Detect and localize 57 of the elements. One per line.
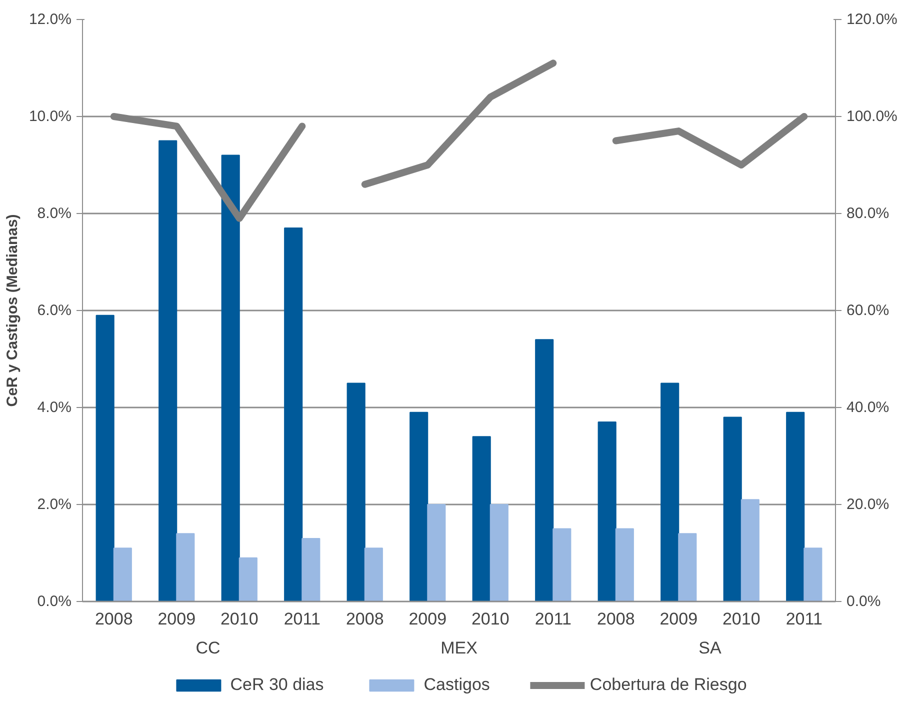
bar: [176, 533, 195, 602]
legend-label: Cobertura de Riesgo: [590, 675, 747, 695]
bar: [490, 504, 508, 602]
y2-tick-label: 60.0%: [846, 302, 890, 319]
x-tick-label: 2009: [408, 610, 447, 628]
bar: [615, 528, 634, 602]
x-tick-label: 2011: [284, 610, 320, 628]
x-tick-label: 2011: [534, 610, 572, 628]
bar: [221, 154, 240, 602]
bar: [96, 314, 114, 602]
y-tick-label: 10.0%: [28, 108, 72, 125]
text: MEX: [440, 638, 478, 658]
x-tick-label: 2008: [94, 610, 133, 628]
y-tick-label: 0.0%: [37, 593, 72, 610]
bar: [472, 436, 491, 602]
x-tick-label: 2008: [346, 610, 384, 628]
bar: [302, 538, 320, 602]
bar: [723, 416, 742, 602]
bar: [238, 557, 258, 602]
y-tick-label: 4.0%: [37, 399, 72, 416]
bar: [660, 382, 680, 602]
x-tick-label: 2010: [220, 610, 258, 628]
bar: [804, 548, 822, 602]
x-tick-label: 2009: [158, 610, 196, 628]
x-tick-label: 2009: [660, 610, 698, 628]
legend-label: Castigos: [424, 675, 490, 695]
bar: [678, 533, 697, 602]
legend-label: CeR 30 dias: [230, 675, 324, 695]
bar: [284, 228, 303, 602]
y2-tick-label: 20.0%: [846, 496, 890, 513]
bar: [740, 499, 760, 602]
y2-tick-label: 100.0%: [846, 108, 898, 125]
bar: [158, 140, 178, 602]
bar: [552, 528, 572, 602]
x-tick-label: 2011: [786, 610, 822, 628]
y-tick-label: 6.0%: [37, 302, 72, 319]
bar: [346, 382, 366, 602]
bar: [786, 412, 805, 602]
x-tick-label: 2010: [722, 610, 760, 628]
y2-tick-label: 120.0%: [846, 11, 898, 28]
y-tick-label: 12.0%: [28, 11, 72, 28]
bar: [113, 548, 132, 602]
y-tick-label: 8.0%: [37, 205, 72, 222]
y-axis-title: CeR y Castigos (Medianas): [4, 214, 21, 407]
bar: [410, 412, 428, 602]
bar: [598, 422, 616, 602]
bar: [535, 339, 554, 602]
x-tick-label: 2010: [471, 610, 510, 628]
text: CC: [196, 638, 220, 658]
y2-tick-label: 80.0%: [846, 205, 890, 222]
bar: [364, 548, 383, 602]
x-tick-label: 2008: [596, 610, 635, 628]
y2-tick-label: 0.0%: [846, 593, 881, 610]
y2-tick-label: 40.0%: [846, 399, 890, 416]
text: SA: [698, 638, 722, 658]
bar: [427, 504, 446, 602]
y-tick-label: 2.0%: [37, 496, 72, 513]
